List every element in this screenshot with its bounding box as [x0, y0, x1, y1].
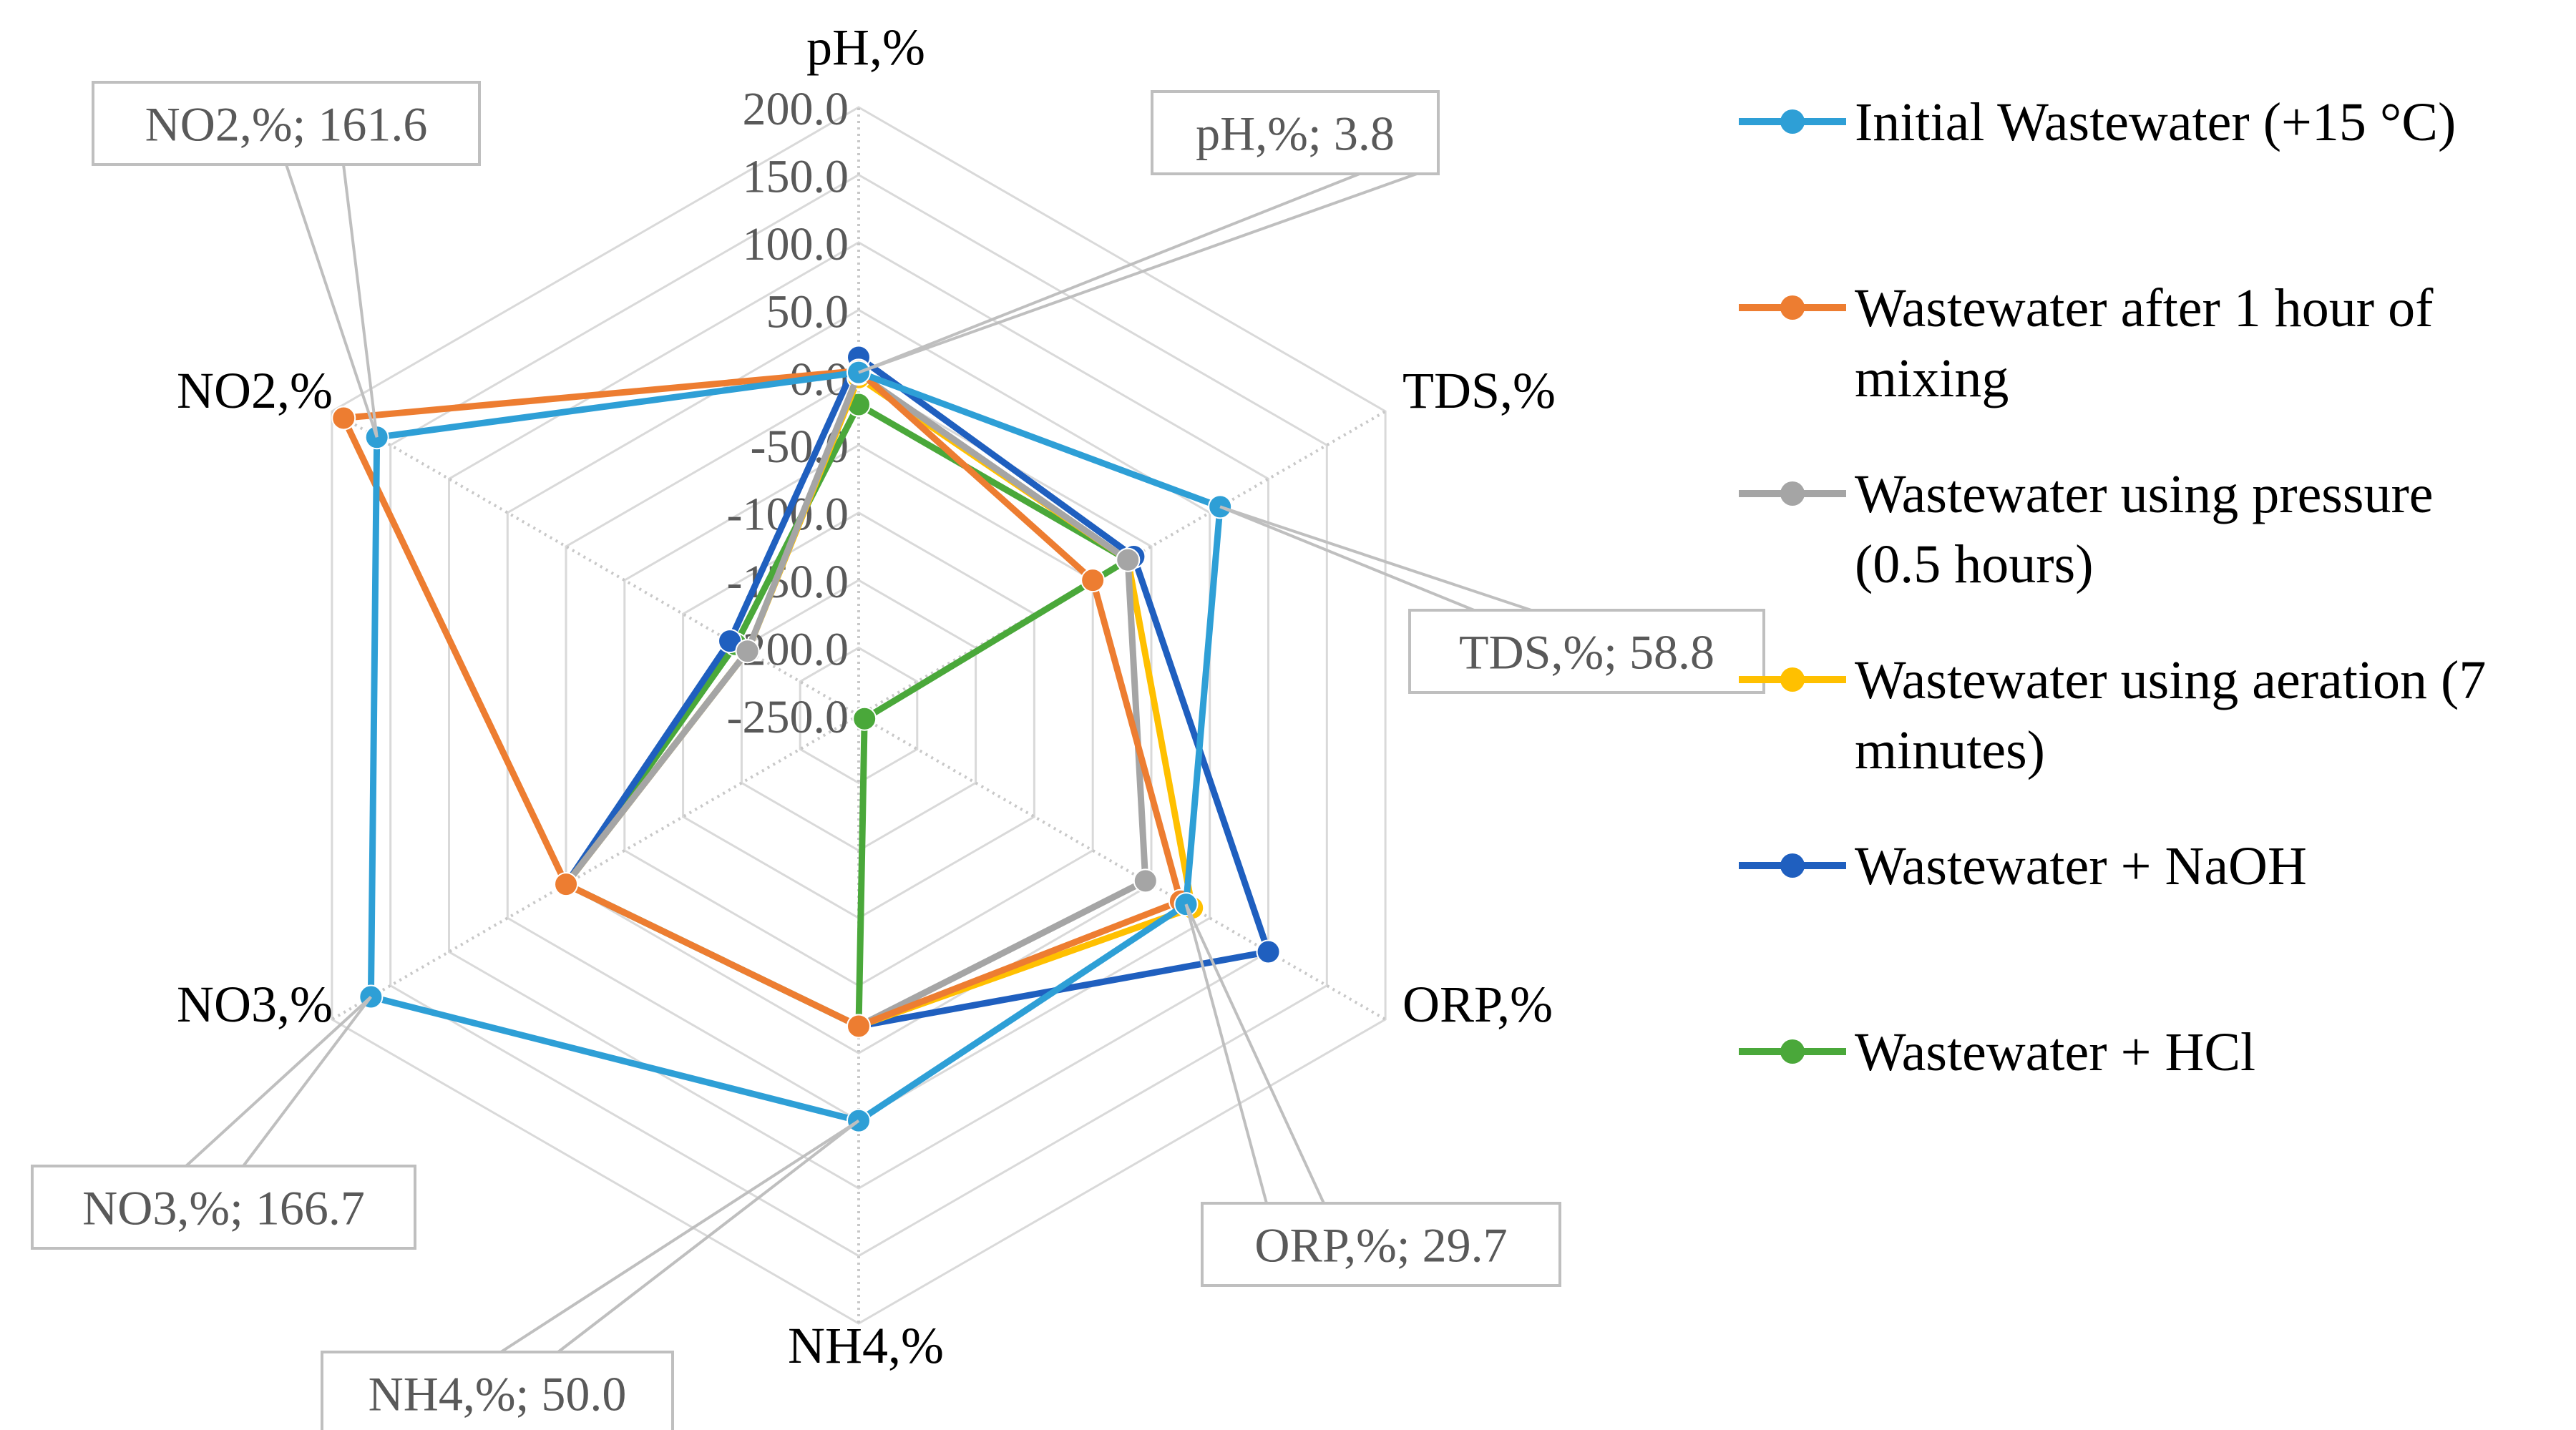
legend-marker — [1780, 109, 1805, 134]
axis-labels: pH,% TDS,% ORP,% NH4,% NO3,% NO2,% — [177, 19, 1556, 1374]
grid-ring — [565, 376, 1153, 1054]
callout-box — [31, 1165, 416, 1250]
legend-marker — [1780, 295, 1805, 320]
callout-leader — [858, 172, 1360, 374]
legend-item-wastewater-naoh: Wastewater + NaOH — [1739, 836, 2307, 896]
legend-label: Wastewater using aeration (7 — [1855, 650, 2486, 710]
legend-label: Wastewater after 1 hour of — [1855, 278, 2434, 338]
callout-no2: NO2,%; 161.6 — [92, 81, 481, 438]
callout-leader — [342, 164, 379, 438]
legend-label: Initial Wastewater (+15 °C) — [1855, 92, 2456, 152]
callout-box — [1408, 609, 1765, 694]
spoke-orp — [857, 714, 1387, 1021]
legend-label: Wastewater using pressure — [1855, 464, 2434, 524]
data-point-no3 — [554, 872, 579, 897]
tick-label: 100.0 — [743, 218, 849, 270]
data-label: NO2,%; 161.6 — [145, 97, 428, 152]
tick-label: -250.0 — [727, 691, 849, 743]
grid-ring — [799, 646, 919, 785]
tick-label: 200.0 — [743, 83, 849, 135]
axis-label-no3: NO3,% — [177, 976, 333, 1033]
legend-label: (0.5 hours) — [1855, 534, 2094, 594]
legend-label: minutes) — [1855, 720, 2045, 780]
axis-label-tds: TDS,% — [1402, 362, 1556, 419]
callout-leader — [557, 1120, 860, 1353]
legend-item-wastewater-hcl: Wastewater + HCl — [1739, 1022, 2255, 1082]
callout-no3: NO3,%; 166.7 — [31, 996, 416, 1250]
data-point-no2 — [735, 639, 760, 664]
callout-orp: ORP,%; 29.7 — [1184, 903, 1561, 1287]
data-point-orp — [1133, 868, 1158, 893]
legend-item-initial-wastewater-15-c: Initial Wastewater (+15 °C) — [1739, 92, 2456, 152]
callout-leader — [1219, 505, 1475, 612]
legend-label: mixing — [1855, 348, 2009, 408]
legend-label: Wastewater + HCl — [1855, 1022, 2255, 1082]
grid-ring — [331, 106, 1387, 1325]
callout-tds: TDS,%; 58.8 — [1219, 505, 1765, 694]
axis-label-ph: pH,% — [806, 19, 925, 76]
data-point-tds — [1116, 547, 1141, 572]
spoke-no2 — [331, 410, 860, 717]
callout-nh4: NH4,%; 50.0 — [321, 1119, 860, 1430]
callout-leader — [1184, 903, 1325, 1204]
data-label: TDS,%; 58.8 — [1459, 625, 1714, 680]
callout-box — [1151, 90, 1440, 175]
data-point-nh4 — [847, 1014, 871, 1039]
tick-label: 150.0 — [743, 150, 849, 202]
data-point-no2 — [331, 406, 356, 431]
data-label: pH,%; 3.8 — [1196, 107, 1395, 161]
legend-item-wastewater-using-aeration-7-minutes: Wastewater using aeration (7 minutes) — [1739, 650, 2486, 780]
data-label: NO3,%; 166.7 — [82, 1181, 365, 1235]
callout-leader — [858, 172, 1418, 374]
axis-label-no2: NO2,% — [177, 362, 333, 419]
legend-marker — [1780, 481, 1805, 506]
legend-item-wastewater-using-pressure-0-5-hours: Wastewater using pressure (0.5 hours) — [1739, 464, 2434, 594]
axis-label-nh4: NH4,% — [788, 1317, 944, 1374]
data-callouts: pH,%; 3.8 TDS,%; 58.8 ORP,%; 29.7 NH4,%; 50… — [31, 81, 1765, 1430]
callout-box — [321, 1351, 674, 1430]
tick-label: 50.0 — [766, 285, 849, 338]
callout-box — [1201, 1202, 1561, 1287]
callout-leader — [285, 164, 379, 438]
callout-leader — [499, 1119, 860, 1353]
data-point-orp — [852, 706, 877, 731]
data-point-orp — [1256, 939, 1281, 964]
data-series — [331, 345, 1281, 1133]
callout-leader — [185, 996, 372, 1167]
series-wastewater-using-pressure-0-5-hours — [554, 361, 1158, 1039]
legend-label: Wastewater + NaOH — [1855, 836, 2307, 896]
data-label: NH4,%; 50.0 — [369, 1367, 627, 1421]
legend-marker — [1780, 1039, 1805, 1064]
data-label: ORP,%; 29.7 — [1254, 1218, 1507, 1273]
callout-box — [92, 81, 481, 166]
axis-label-orp: ORP,% — [1402, 976, 1553, 1033]
legend-marker — [1780, 667, 1805, 692]
callout-leader — [1219, 505, 1532, 612]
grid-ring — [448, 241, 1269, 1190]
legend: Initial Wastewater (+15 °C) Wastewater af… — [1739, 92, 2486, 1082]
legend-marker — [1780, 853, 1805, 878]
callout-ph: pH,%; 3.8 — [858, 90, 1440, 374]
callout-leader — [1184, 903, 1268, 1204]
callout-leader — [242, 996, 372, 1167]
data-point-tds — [1080, 568, 1106, 593]
grid-ring — [389, 173, 1328, 1258]
spoke-no3 — [331, 714, 860, 1021]
legend-item-wastewater-after-1-hour-of-mixing: Wastewater after 1 hour of mixing — [1739, 278, 2434, 408]
